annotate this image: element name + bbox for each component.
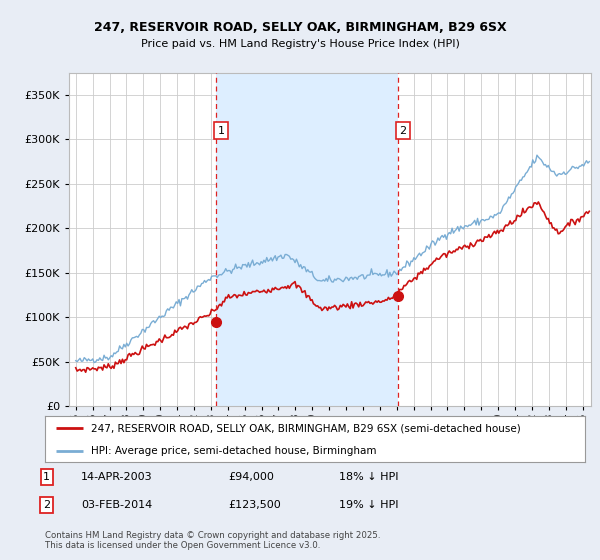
Text: £123,500: £123,500 xyxy=(228,500,281,510)
Text: Price paid vs. HM Land Registry's House Price Index (HPI): Price paid vs. HM Land Registry's House … xyxy=(140,39,460,49)
Text: 2: 2 xyxy=(43,500,50,510)
Text: 03-FEB-2014: 03-FEB-2014 xyxy=(81,500,152,510)
Text: 14-APR-2003: 14-APR-2003 xyxy=(81,472,152,482)
Text: 1: 1 xyxy=(43,472,50,482)
Text: £94,000: £94,000 xyxy=(228,472,274,482)
Text: HPI: Average price, semi-detached house, Birmingham: HPI: Average price, semi-detached house,… xyxy=(91,446,376,455)
Text: 2: 2 xyxy=(400,125,407,136)
Text: 247, RESERVOIR ROAD, SELLY OAK, BIRMINGHAM, B29 6SX (semi-detached house): 247, RESERVOIR ROAD, SELLY OAK, BIRMINGH… xyxy=(91,423,521,433)
Text: 19% ↓ HPI: 19% ↓ HPI xyxy=(339,500,398,510)
Text: 247, RESERVOIR ROAD, SELLY OAK, BIRMINGHAM, B29 6SX: 247, RESERVOIR ROAD, SELLY OAK, BIRMINGH… xyxy=(94,21,506,34)
Text: 1: 1 xyxy=(217,125,224,136)
Bar xyxy=(216,73,398,406)
Text: Contains HM Land Registry data © Crown copyright and database right 2025.
This d: Contains HM Land Registry data © Crown c… xyxy=(45,530,380,550)
Text: 18% ↓ HPI: 18% ↓ HPI xyxy=(339,472,398,482)
